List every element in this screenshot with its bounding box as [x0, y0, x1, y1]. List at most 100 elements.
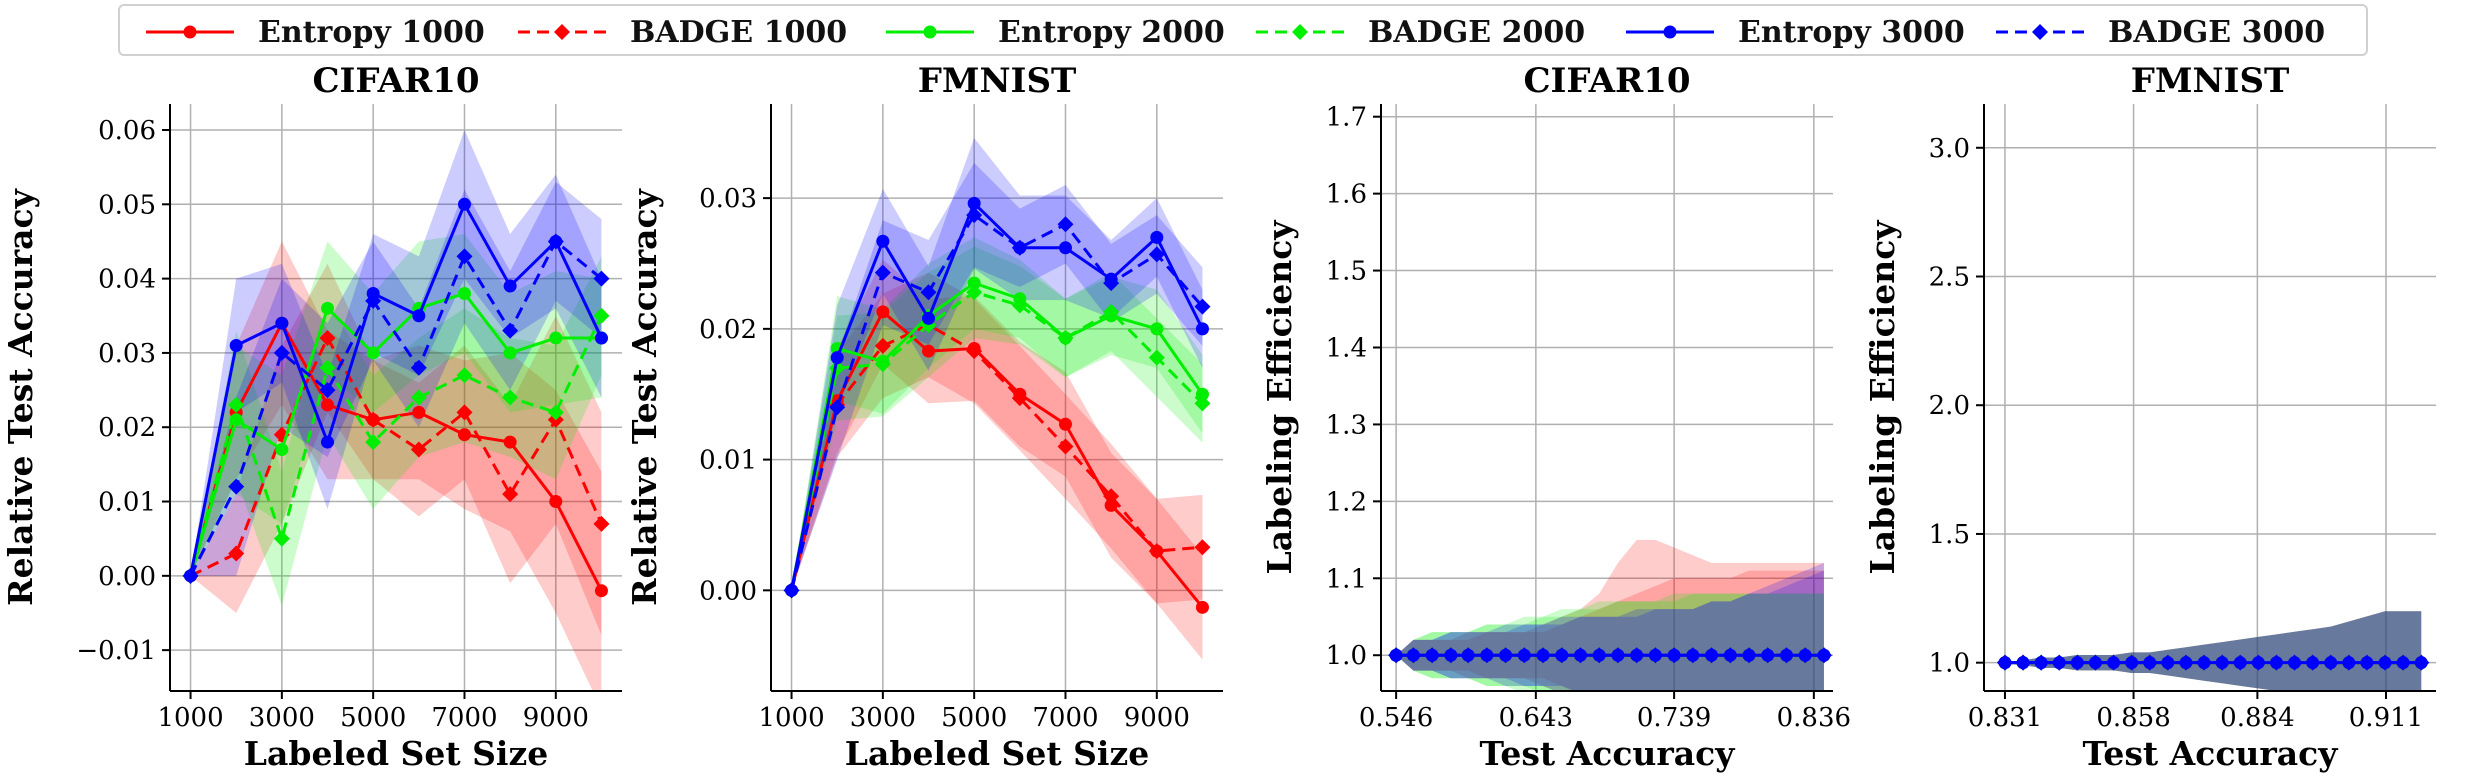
panel-3-plot-area	[1388, 539, 1832, 691]
panel-4-y-label: Labeling Efficiency	[1863, 220, 1902, 575]
panel-3-x-label: Test Accuracy	[1480, 734, 1736, 773]
panel-2-point-badge-1000-5	[1011, 390, 1028, 407]
panel-1-point-badge-1000-4	[365, 411, 382, 428]
panel-1-point-entropy-3000-1	[229, 338, 243, 352]
panel-2-point-entropy-2000-9	[1195, 387, 1209, 401]
panel-1-point-entropy-3000-3	[321, 435, 335, 449]
panel-4-point-badge-3000-4	[2069, 654, 2086, 671]
panel-1-point-badge-3000-0	[182, 567, 199, 584]
panel-1-point-badge-3000-6	[456, 248, 473, 265]
panel-1-point-badge-1000-1	[228, 545, 245, 562]
panel-2-point-badge-3000-0	[783, 582, 800, 599]
panel-1-point-entropy-1000-9	[594, 584, 608, 598]
panel-2-point-badge-1000-6	[1057, 438, 1074, 455]
panel-3-x-tick-label-0: 0.546	[1359, 703, 1433, 733]
panel-1-point-badge-3000-9	[593, 270, 610, 287]
panel-3-y-tick-label-5: 1.5	[1326, 257, 1367, 287]
panel-3-point-badge-3000-14	[1647, 647, 1664, 664]
panel-1-line-entropy-3000	[189, 202, 603, 577]
panel-4-band-badge-1000	[2004, 611, 2422, 691]
panel-1-point-entropy-3000-7	[503, 279, 517, 293]
panel-1-point-badge-1000-3	[319, 330, 336, 347]
panel-4-point-badge-3000-7	[2123, 654, 2140, 671]
panel-3-band-entropy-2000	[1396, 593, 1824, 691]
panel-4-y-tick-label-1: 1.5	[1929, 520, 1970, 550]
panel-3-point-badge-3000-19	[1741, 647, 1758, 664]
panel-1-point-badge-3000-3	[319, 382, 336, 399]
panel-1-point-badge-2000-5	[410, 389, 427, 406]
panel-2-point-badge-1000-9	[1194, 539, 1211, 556]
panel-2-point-entropy-1000-6	[1058, 417, 1072, 431]
panel-4-x-tick-label-1: 0.858	[2096, 703, 2170, 733]
panel-3-x-tick-label-2: 0.739	[1637, 703, 1711, 733]
panel-1-y-tick-label-0: −0.01	[76, 636, 156, 666]
panel-4-point-badge-3000-5	[2087, 654, 2104, 671]
panel-1-point-badge-2000-8	[547, 404, 564, 421]
panel-2-point-entropy-2000-8	[1150, 322, 1164, 336]
panel-1-point-badge-3000-2	[273, 344, 290, 361]
panel-4-point-badge-3000-3	[2051, 654, 2068, 671]
panel-1-point-badge-3000-1	[228, 478, 245, 495]
panel-2-point-badge-2000-2	[874, 356, 891, 373]
panel-2-x-label: Labeled Set Size	[845, 734, 1149, 773]
panel-2-point-badge-2000-7	[1103, 303, 1120, 320]
panel-4-band-entropy-1000	[2004, 611, 2422, 691]
panel-2-point-badge-3000-5	[1011, 239, 1028, 256]
legend-label-entropy-2000: Entropy 2000	[998, 14, 1225, 50]
panel-2-point-badge-2000-9	[1194, 395, 1211, 412]
panel-4-point-badge-3000-16	[2286, 654, 2303, 671]
panel-1-point-entropy-1000-5	[412, 405, 426, 419]
panel-1-y-tick-label-3: 0.02	[98, 413, 156, 443]
panel-2-x-tick-label-0: 1000	[758, 703, 824, 733]
panel-3-y-tick-label-3: 1.3	[1326, 410, 1367, 440]
legend-marker-badge-3000	[2032, 24, 2048, 40]
panel-4-point-badge-3000-8	[2141, 654, 2158, 671]
panel-2-point-badge-3000-3	[920, 284, 937, 301]
panel-3-y-tick-label-0: 1.0	[1326, 641, 1367, 671]
legend-swatch-badge-3000	[1996, 24, 2084, 40]
panel-1-point-badge-1000-5	[410, 441, 427, 458]
legend-item-badge-2000: BADGE 2000	[1250, 6, 1585, 58]
legend-marker-badge-2000	[1292, 24, 1308, 40]
panel-4-x-tick-label-3: 0.911	[2349, 703, 2423, 733]
panel-4-y-tick-label-2: 2.0	[1929, 391, 1970, 421]
panel-3-y-tick-label-1: 1.1	[1326, 564, 1367, 594]
panel-2-plot-area	[783, 137, 1211, 660]
panel-2-x-tick-label-3: 7000	[1032, 703, 1098, 733]
panel-4-point-badge-3000-11	[2196, 654, 2213, 671]
panel-1-point-entropy-1000-3	[321, 398, 335, 412]
panel-1-y-tick-label-4: 0.03	[98, 339, 156, 369]
panel-1-point-badge-3000-8	[547, 233, 564, 250]
panel-1-point-badge-1000-6	[456, 404, 473, 421]
panel-3-point-badge-3000-17	[1703, 647, 1720, 664]
panel-1-point-entropy-1000-8	[549, 495, 563, 509]
legend-item-badge-3000: BADGE 3000	[1990, 6, 2325, 58]
panel-4-point-badge-3000-13	[2232, 654, 2249, 671]
panel-1-x-tick-label-3: 7000	[431, 703, 497, 733]
panel-2-line-entropy-2000	[790, 281, 1204, 591]
panel-1-line-entropy-2000	[189, 291, 602, 577]
panel-3-chart: 0.546 0.643 0.739 0.836 1.0 1.1 1.2 1.3 1.4 1.5 1.…	[1260, 61, 1851, 773]
panel-2-point-badge-1000-2	[874, 337, 891, 354]
panel-3-point-badge-3000-4	[1460, 647, 1477, 664]
panel-4-point-badge-3000-19	[2340, 654, 2357, 671]
panel-4-point-badge-3000-14	[2250, 654, 2267, 671]
panel-2-band-entropy-3000	[791, 137, 1203, 591]
panel-3-point-badge-3000-10	[1572, 647, 1589, 664]
panel-1-x-tick-label-1: 3000	[249, 703, 315, 733]
panel-4-x-tick-label-2: 0.884	[2220, 703, 2294, 733]
panel-1-point-entropy-3000-6	[457, 197, 471, 211]
panel-1-point-entropy-1000-7	[503, 435, 517, 449]
panel-4-y-tick-label-3: 2.5	[1929, 262, 1970, 292]
panel-2-point-badge-1000-7	[1103, 488, 1120, 505]
legend-swatch-badge-1000	[518, 24, 606, 40]
panel-3-point-badge-3000-18	[1722, 647, 1739, 664]
panel-2-point-entropy-3000-6	[1058, 241, 1072, 255]
panel-2-point-badge-2000-5	[1011, 297, 1028, 314]
legend-label-badge-1000: BADGE 1000	[630, 14, 848, 50]
panel-1-y-tick-label-2: 0.01	[98, 488, 156, 518]
panel-4-chart: 0.831 0.858 0.884 0.911 1.0 1.5 2.0 2.5 3.0 FMNIS…	[1863, 61, 2436, 773]
panel-3-y-tick-label-7: 1.7	[1326, 103, 1367, 133]
panel-1-band-badge-2000	[190, 256, 602, 606]
panel-3-point-badge-3000-7	[1516, 647, 1533, 664]
